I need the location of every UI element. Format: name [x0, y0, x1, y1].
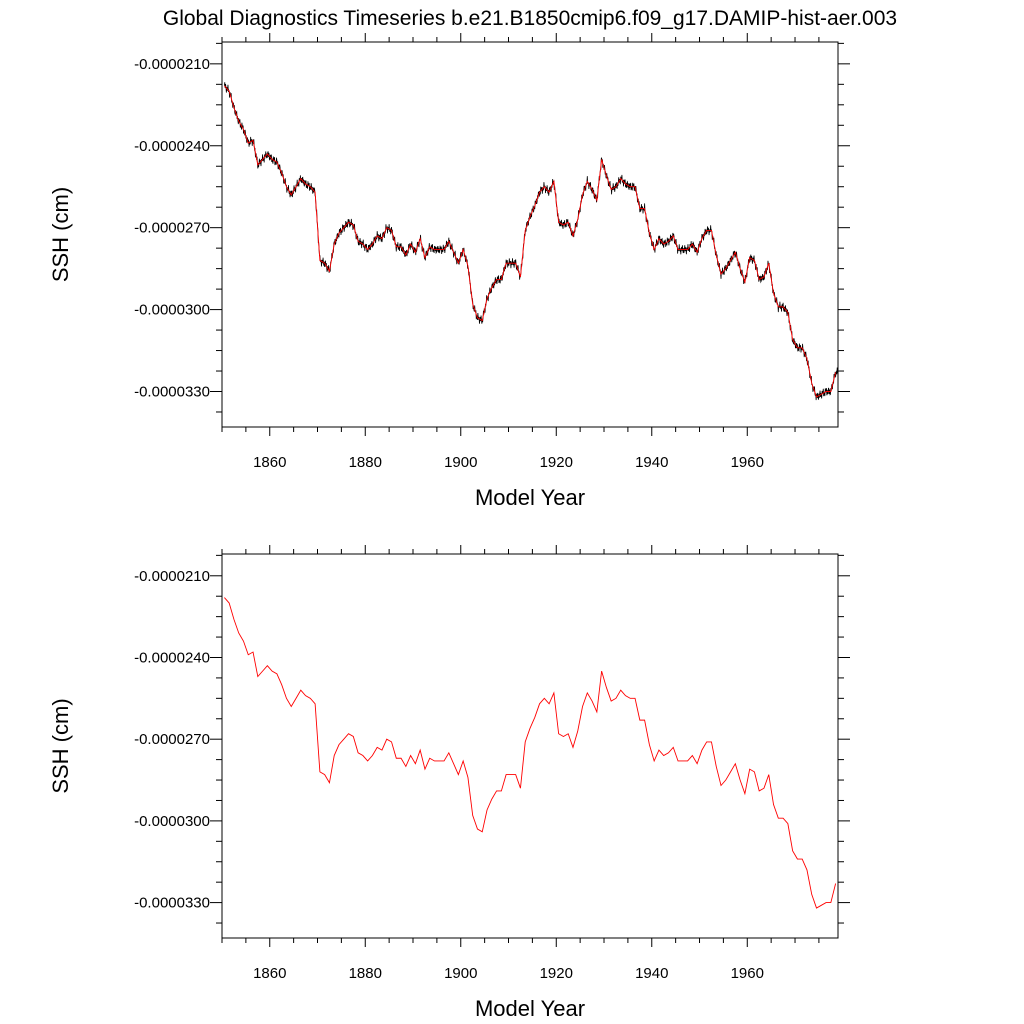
x-tick-label: 1940 [635, 965, 668, 982]
x-tick-label: 1900 [444, 454, 477, 471]
y-tick-label: -0.0000270 [134, 731, 210, 748]
series-group [223, 82, 838, 401]
y-tick-label: -0.0000300 [134, 813, 210, 830]
y-tick-label: -0.0000330 [134, 384, 210, 401]
plot-frame [221, 41, 839, 428]
x-tick-label: 1900 [444, 965, 477, 982]
y-tick-label: -0.0000270 [134, 220, 210, 237]
y-tick-label: -0.0000240 [134, 138, 210, 155]
y-tick-label: -0.0000300 [134, 302, 210, 319]
x-tick-label: 1920 [540, 965, 573, 982]
top-panel: 1860 1880 1900 1920 1940 1960 -0.0000210 -0.000… [48, 33, 850, 510]
x-tick-label: 1880 [349, 965, 382, 982]
y-tick-label: -0.0000330 [134, 895, 210, 912]
x-tick-label: 1940 [635, 454, 668, 471]
x-axis-label: Model Year [475, 996, 585, 1021]
bottom-panel: 1860 1880 1900 1920 1940 1960 -0.0000210 -0.000… [48, 545, 850, 1021]
plot-frame [221, 553, 839, 939]
y-tick-label: -0.0000210 [134, 56, 210, 73]
figure-title: Global Diagnostics Timeseries b.e21.B185… [163, 7, 897, 30]
y-tick-label: -0.0000210 [134, 568, 210, 585]
series-line-annual [224, 597, 837, 909]
y-axis-label: SSH (cm) [48, 698, 73, 793]
series-line-annual [224, 85, 837, 398]
x-tick-label: 1920 [540, 454, 573, 471]
x-tick-label: 1860 [253, 965, 286, 982]
series-group [224, 597, 837, 909]
x-tick-label: 1960 [731, 965, 764, 982]
y-axis-label: SSH (cm) [48, 187, 73, 282]
x-axis-label: Model Year [475, 485, 585, 510]
y-tick-label: -0.0000240 [134, 649, 210, 666]
x-tick-label: 1880 [349, 454, 382, 471]
x-tick-label: 1960 [731, 454, 764, 471]
x-tick-label: 1860 [253, 454, 286, 471]
